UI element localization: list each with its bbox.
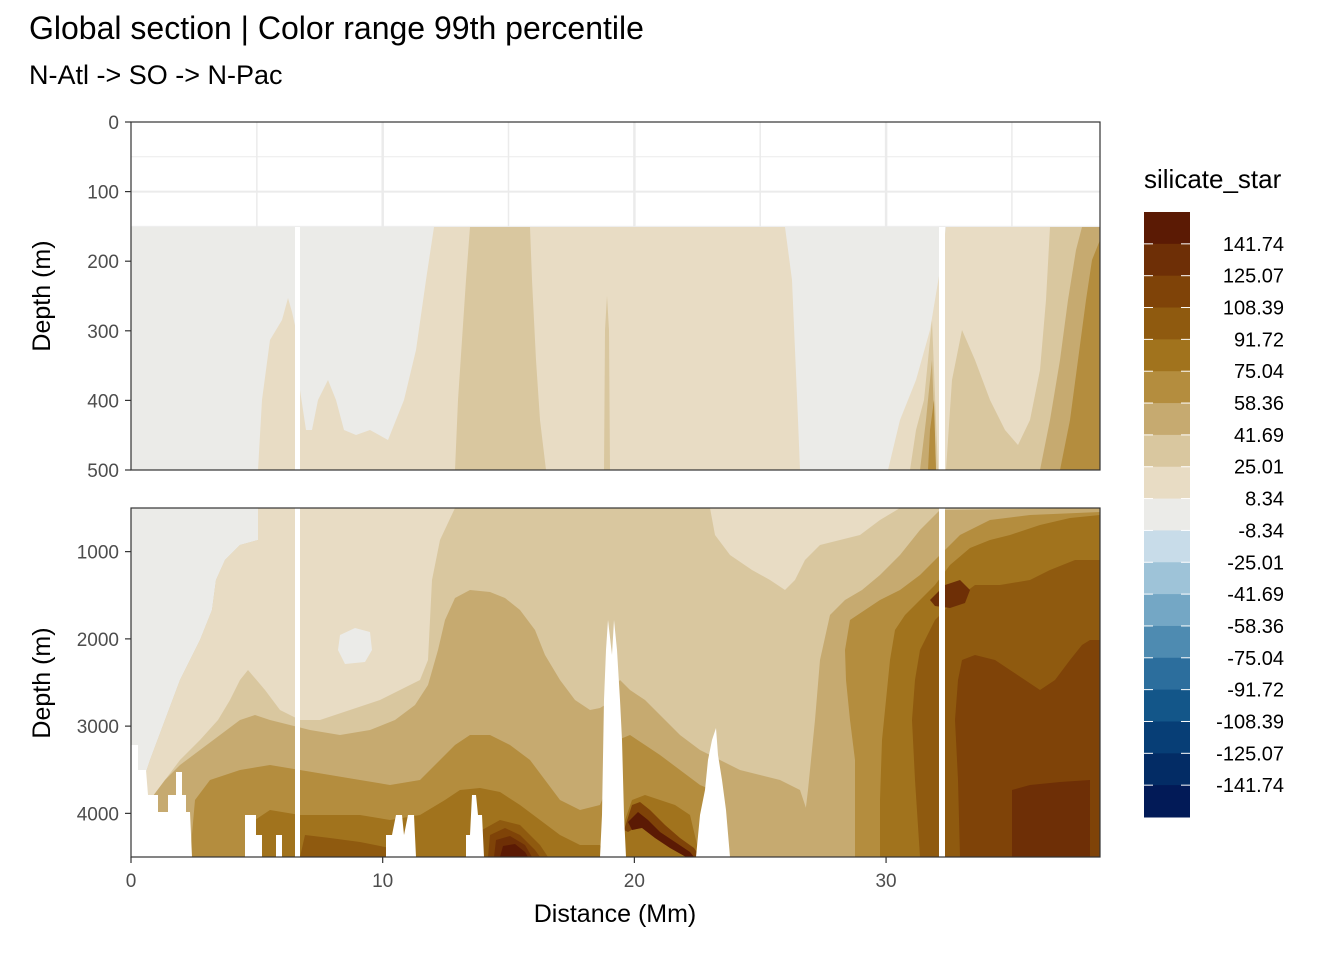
legend-title: silicate_star [1144,164,1282,194]
field-band-141 [500,844,528,857]
legend-swatch [1144,594,1190,627]
legend-label: 141.74 [1223,234,1284,256]
y-tick-label: 500 [87,461,119,482]
legend-swatch [1144,689,1190,722]
seafloor-mask [696,728,730,857]
upper-panel-y-axis: 0 100 200 300 400 500 [87,113,131,482]
field-band-125 [1012,780,1090,857]
legend-swatch [1144,434,1190,468]
y-tick-label: 1000 [77,543,119,564]
field-band-8 [300,540,400,588]
lower-panel-y-axis: 1000 2000 3000 4000 [77,543,131,825]
legend-swatch [1144,403,1190,436]
y-tick-label: 300 [87,322,119,343]
y-tick-label: 4000 [77,804,119,825]
x-axis: 0 10 20 30 [126,857,897,892]
data-gap [295,508,300,857]
x-tick-label: 20 [624,871,645,892]
x-tick-label: 10 [372,871,393,892]
legend-swatch [1144,753,1190,786]
legend-label: -75.04 [1227,648,1284,670]
y-axis-title-lower: Depth (m) [28,627,56,738]
legend-label: -108.39 [1216,711,1284,733]
legend-swatch [1144,530,1190,563]
seafloor-mask [466,795,484,857]
data-gap [939,227,945,470]
data-gap [295,227,300,470]
y-tick-label: 200 [87,252,119,273]
legend-swatch [1144,243,1190,277]
lower-panel-field [131,508,1100,857]
data-gap [939,508,945,857]
seafloor-mask [245,815,262,857]
legend-label: -58.36 [1227,616,1284,638]
x-tick-label: 30 [875,871,896,892]
upper-panel: 0 100 200 300 400 500 [87,113,1101,482]
field-band-58 [1060,240,1100,470]
field-band-neutral [131,508,258,800]
y-tick-label: 100 [87,183,119,204]
legend-swatch [1144,498,1190,531]
legend-swatch [1144,562,1190,595]
legend-label: 91.72 [1234,329,1284,351]
legend-swatch [1144,785,1190,818]
legend-swatch [1144,466,1190,500]
legend-label: 8.34 [1245,489,1284,511]
seafloor-mask [131,745,192,857]
color-legend: silicate_star 141.74 125.07 108.39 91.72 75.… [1144,164,1284,818]
legend-swatch [1144,339,1190,372]
legend-label: -41.69 [1227,584,1284,606]
legend-label: -8.34 [1238,520,1284,542]
upper-panel-grid [131,122,1100,227]
y-tick-label: 3000 [77,717,119,738]
y-tick-label: 400 [87,391,119,412]
legend-swatch [1144,657,1190,691]
legend-label: -91.72 [1227,680,1284,702]
chart-title: Global section | Color range 99th percen… [29,10,644,46]
legend-swatch [1144,212,1190,245]
field-band-8 [710,508,900,590]
legend-label: -141.74 [1216,775,1284,797]
field-band-141 [628,812,694,857]
field-band-58 [928,400,936,470]
legend-label: 125.07 [1223,266,1284,288]
y-tick-label: 2000 [77,630,119,651]
legend-label: -25.01 [1227,552,1284,574]
seafloor-mask [600,620,626,857]
legend-label: 75.04 [1234,361,1284,383]
field-band-8 [131,508,455,830]
legend-swatch [1144,307,1190,340]
legend-label: 25.01 [1234,457,1284,479]
x-axis-title: Distance (Mm) [534,900,697,928]
field-band-25 [455,227,546,470]
seafloor-mask [386,815,416,857]
legend-swatch [1144,275,1190,309]
legend-label: 108.39 [1223,298,1284,320]
legend-swatch [1144,721,1190,754]
legend-swatch [1144,625,1190,659]
legend-label: -125.07 [1216,743,1284,765]
lower-panel: 1000 2000 3000 4000 0 10 20 30 [77,507,1101,892]
legend-swatch [1144,371,1190,404]
chart-subtitle: N-Atl -> SO -> N-Pac [29,60,283,90]
legend-label: 58.36 [1234,393,1284,415]
field-band-25 [604,296,610,470]
x-tick-label: 0 [126,871,137,892]
seafloor-mask [276,835,282,857]
field-band-neutral [338,628,372,664]
y-axis-title-upper: Depth (m) [28,240,56,351]
upper-panel-border [130,121,1101,471]
lower-panel-border [130,507,1101,858]
field-band-108 [624,802,700,857]
y-tick-label: 0 [108,113,119,134]
upper-panel-field [131,227,1100,470]
legend-label: 41.69 [1234,425,1284,447]
